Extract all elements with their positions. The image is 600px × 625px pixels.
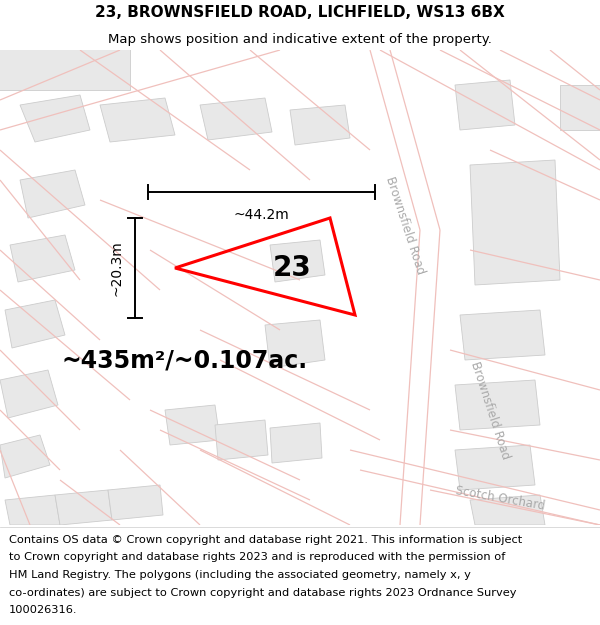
Text: co-ordinates) are subject to Crown copyright and database rights 2023 Ordnance S: co-ordinates) are subject to Crown copyr… (9, 588, 517, 598)
Polygon shape (470, 160, 560, 285)
Text: 23, BROWNSFIELD ROAD, LICHFIELD, WS13 6BX: 23, BROWNSFIELD ROAD, LICHFIELD, WS13 6B… (95, 5, 505, 20)
Polygon shape (290, 105, 350, 145)
Polygon shape (20, 95, 90, 142)
Polygon shape (165, 405, 220, 445)
Polygon shape (270, 240, 325, 282)
Text: ~20.3m: ~20.3m (109, 240, 123, 296)
Polygon shape (215, 420, 268, 460)
Polygon shape (5, 495, 60, 525)
Text: 100026316.: 100026316. (9, 605, 77, 615)
Text: Contains OS data © Crown copyright and database right 2021. This information is : Contains OS data © Crown copyright and d… (9, 535, 522, 545)
Polygon shape (20, 170, 85, 218)
Polygon shape (0, 435, 50, 478)
Text: ~435m²/~0.107ac.: ~435m²/~0.107ac. (62, 348, 308, 372)
Text: Map shows position and indicative extent of the property.: Map shows position and indicative extent… (108, 32, 492, 46)
Polygon shape (5, 300, 65, 348)
Polygon shape (108, 485, 163, 520)
Polygon shape (455, 380, 540, 430)
Polygon shape (455, 445, 535, 490)
Polygon shape (460, 310, 545, 360)
Polygon shape (455, 80, 515, 130)
Polygon shape (0, 370, 58, 418)
Text: Scotch Orchard: Scotch Orchard (454, 484, 546, 512)
Text: 23: 23 (272, 254, 311, 282)
Polygon shape (55, 490, 112, 525)
Text: ~44.2m: ~44.2m (233, 208, 289, 222)
Polygon shape (0, 45, 130, 90)
Text: to Crown copyright and database rights 2023 and is reproduced with the permissio: to Crown copyright and database rights 2… (9, 552, 505, 562)
Text: Brownsfield Road: Brownsfield Road (383, 174, 427, 276)
Polygon shape (100, 98, 175, 142)
Polygon shape (10, 235, 75, 282)
Polygon shape (560, 85, 600, 130)
Polygon shape (470, 495, 545, 525)
Text: Brownsfield Road: Brownsfield Road (468, 359, 512, 461)
Polygon shape (265, 320, 325, 368)
Polygon shape (270, 423, 322, 463)
Polygon shape (200, 98, 272, 140)
Text: HM Land Registry. The polygons (including the associated geometry, namely x, y: HM Land Registry. The polygons (includin… (9, 570, 471, 580)
